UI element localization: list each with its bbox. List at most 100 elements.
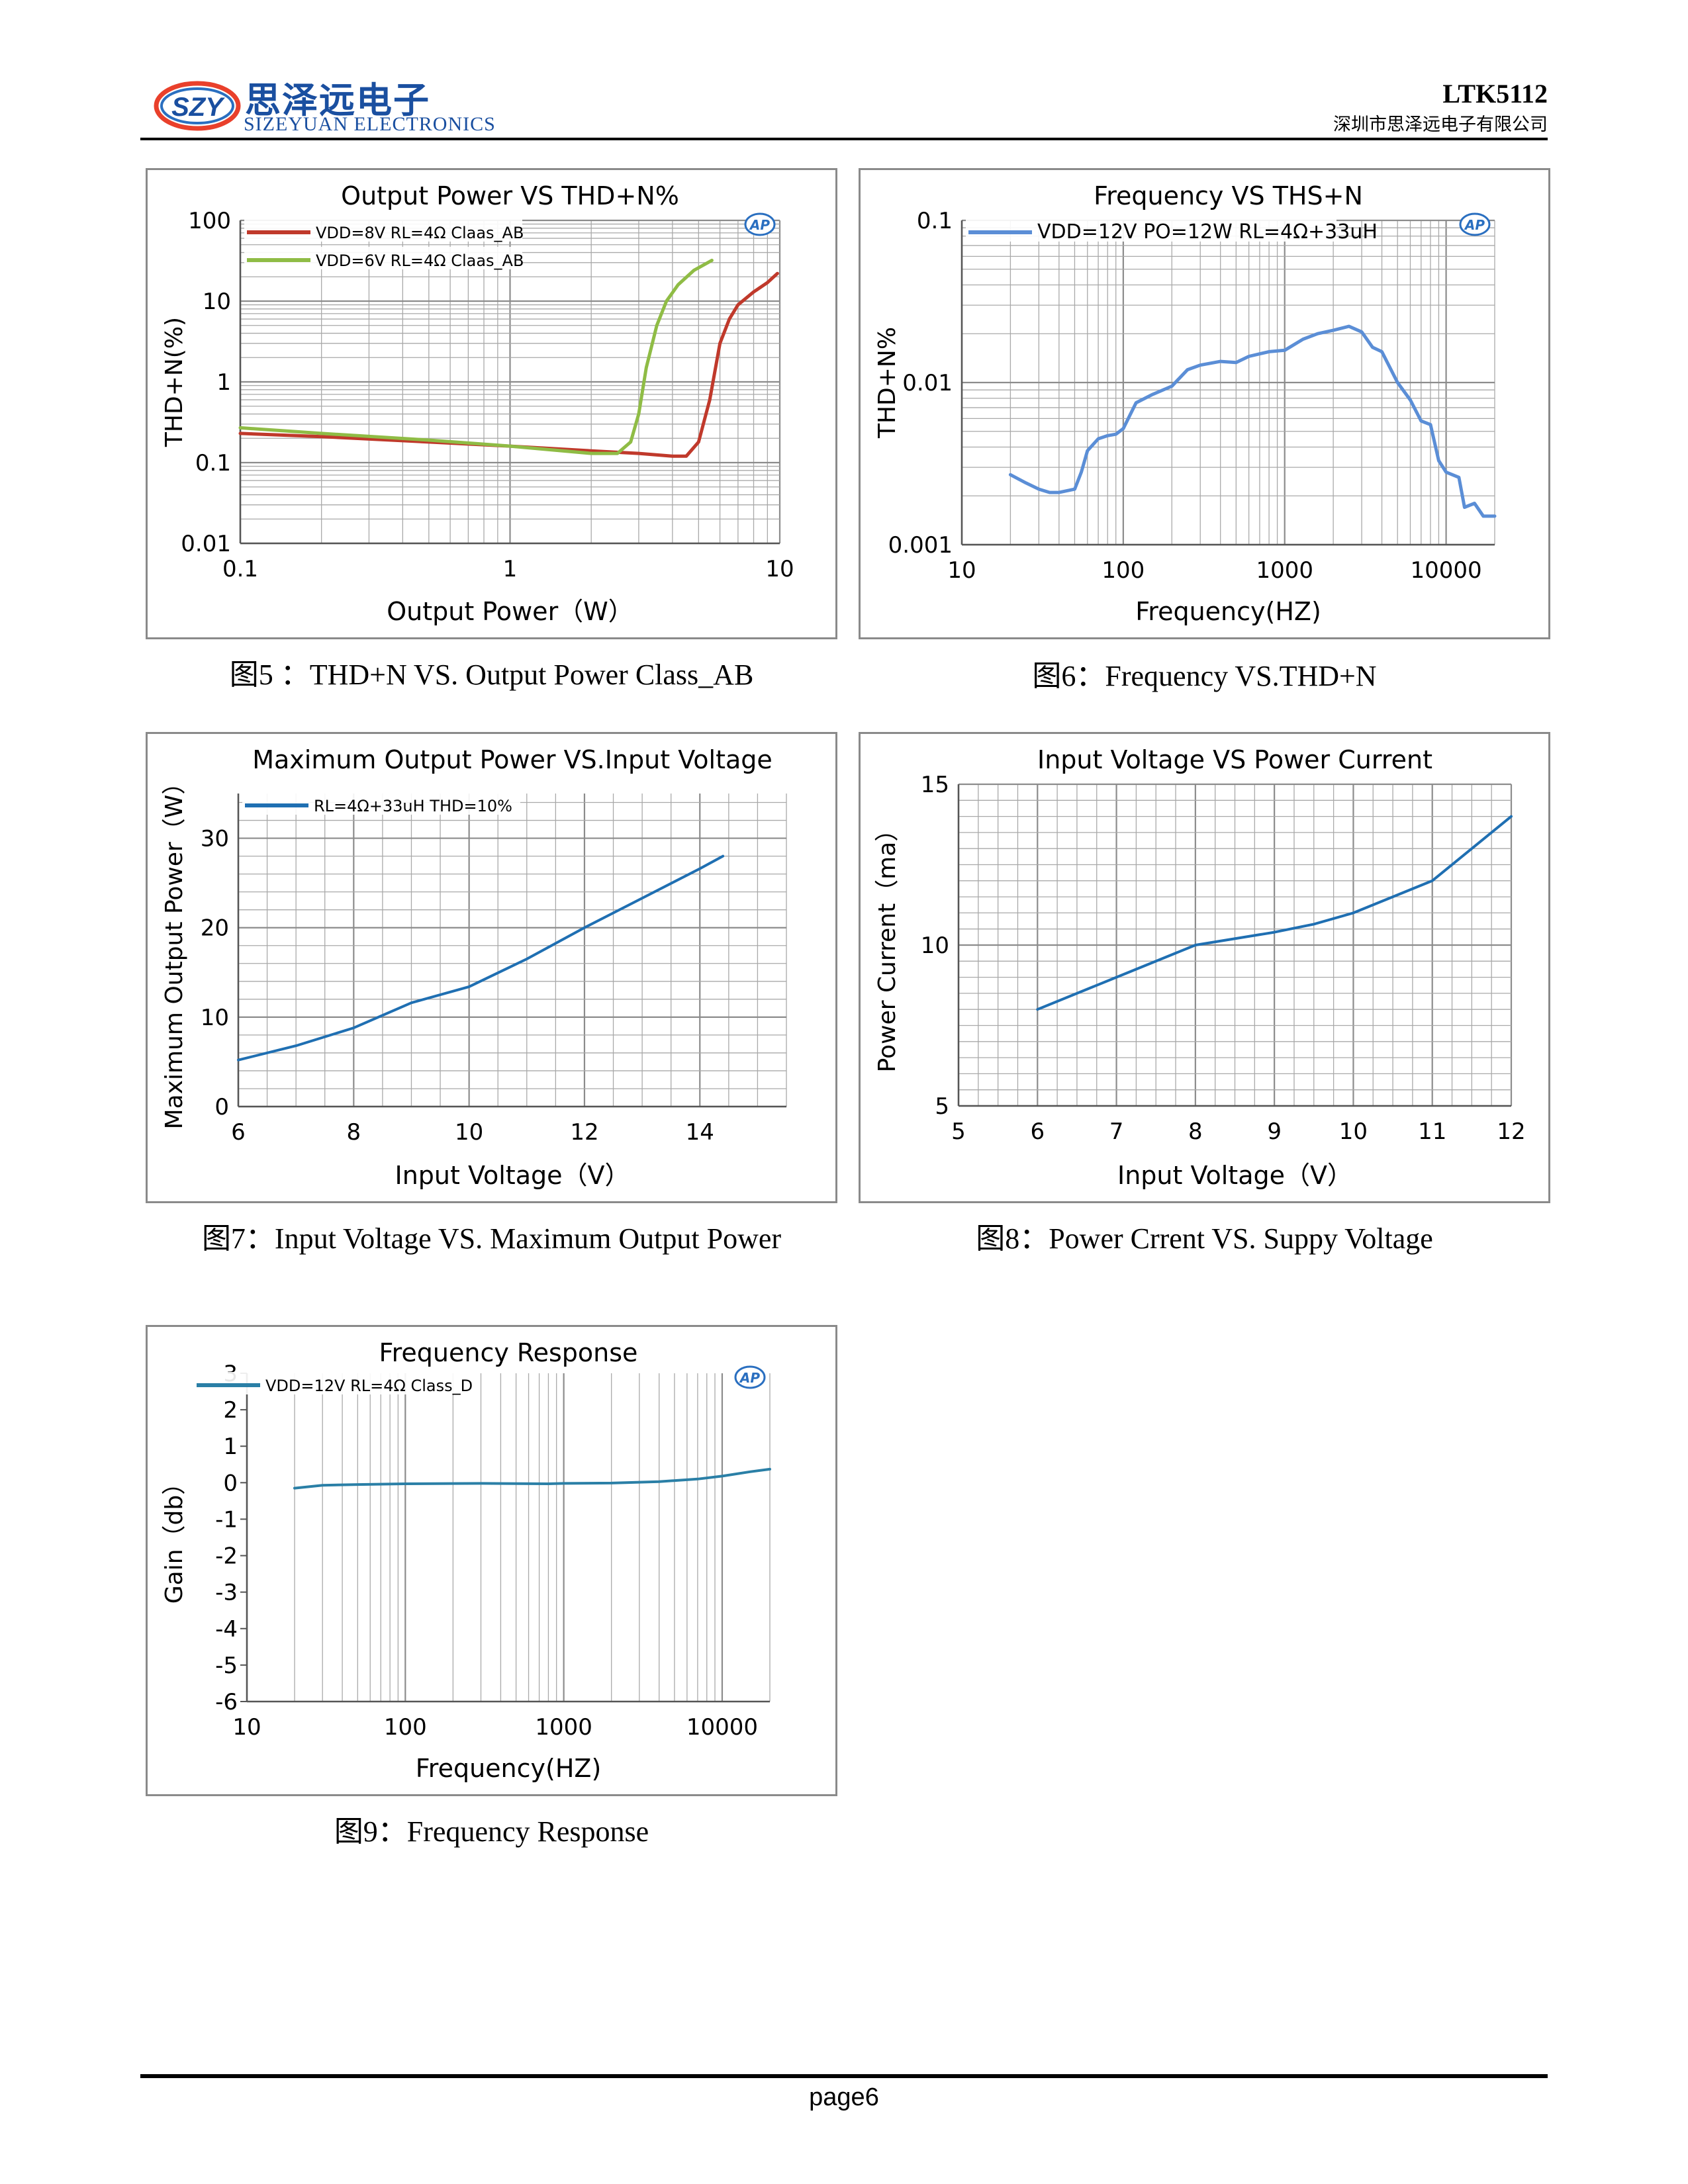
y-tick-label: 10 bbox=[203, 289, 231, 315]
ap-logo-text: AP bbox=[749, 217, 770, 233]
x-tick-label: 7 bbox=[1109, 1118, 1124, 1145]
series-line bbox=[1008, 324, 1497, 518]
caption-fig7: 图7：Input Voltage VS. Maximum Output Powe… bbox=[201, 1222, 782, 1255]
y-axis-label: Power Current（ma） bbox=[874, 818, 901, 1073]
y-tick-label: -5 bbox=[215, 1653, 238, 1679]
footer-divider bbox=[140, 2074, 1548, 2078]
szy-logo-icon: SZY bbox=[154, 81, 241, 131]
y-tick-label: 0 bbox=[214, 1094, 229, 1120]
brand-name-cn: 思泽远电子 bbox=[245, 79, 430, 121]
y-tick-label: 0 bbox=[223, 1470, 238, 1496]
chart-fig6: 10 100 1000 10000 0.001 0.01 0.1 Frequency VS T… bbox=[859, 168, 1550, 639]
x-tick-label: 10 bbox=[232, 1714, 261, 1741]
company-name: 深圳市思泽远电子有限公司 bbox=[1333, 114, 1548, 135]
y-tick-label: 10 bbox=[921, 933, 949, 959]
y-tick-label: 0.01 bbox=[902, 370, 953, 396]
caption-fig9: 图9：Frequency Response bbox=[334, 1815, 649, 1848]
x-tick-label: 12 bbox=[1497, 1118, 1525, 1145]
x-tick-label: 10 bbox=[1339, 1118, 1368, 1145]
fig9-chart-svg: 10100100010000-6-5-4-3-2-10123Frequency … bbox=[161, 1338, 771, 1783]
brand-name-en: SIZEYUAN ELECTRONICS bbox=[244, 113, 496, 135]
y-tick-label: 5 bbox=[935, 1093, 949, 1120]
y-tick-label: 0.01 bbox=[181, 531, 231, 557]
x-tick-label: 9 bbox=[1267, 1118, 1282, 1145]
caption-fig8: 图8：Power Crrent VS. Suppy Voltage bbox=[976, 1222, 1433, 1255]
chart-fig8: 5 6 7 8 9 10 11 12 5 10 15 Input Voltage VS Power C… bbox=[859, 732, 1550, 1203]
chart-fig5: 0.1 1 10 0.01 0.1 1 10 100 Output Power VS THD+N… bbox=[146, 168, 837, 639]
header-divider bbox=[140, 138, 1548, 140]
chart-fig9: 10100100010000-6-5-4-3-2-10123Frequency … bbox=[146, 1325, 837, 1796]
chart-title: Frequency VS THS+N bbox=[1094, 181, 1363, 210]
y-tick-label: 20 bbox=[201, 915, 229, 942]
x-tick-label: 10000 bbox=[1411, 557, 1482, 584]
x-tick-label: 8 bbox=[346, 1119, 361, 1146]
x-tick-label: 11 bbox=[1418, 1118, 1446, 1145]
chart-title: Output Power VS THD+N% bbox=[341, 181, 679, 210]
ap-logo-ring bbox=[1459, 212, 1491, 236]
fig7-chart-svg: 6 8 10 12 14 0 10 20 30 Maximum Output Power VS.I… bbox=[161, 745, 787, 1190]
y-tick-label: -4 bbox=[215, 1616, 238, 1643]
ap-logo-icon: AP bbox=[734, 1365, 766, 1389]
y-tick-label: 2 bbox=[223, 1397, 238, 1424]
x-tick-label: 10000 bbox=[686, 1714, 758, 1741]
x-tick-label: 0.1 bbox=[222, 556, 258, 582]
x-tick-label: 6 bbox=[231, 1119, 246, 1146]
y-tick-label: -2 bbox=[215, 1543, 238, 1570]
x-axis-label: Output Power（W） bbox=[387, 597, 633, 626]
x-tick-label: 1000 bbox=[535, 1714, 592, 1741]
x-tick-label: 1 bbox=[503, 556, 518, 582]
x-tick-label: 10 bbox=[765, 556, 794, 582]
x-tick-label: 6 bbox=[1030, 1118, 1045, 1145]
y-axis-label: Maximum Output Power（W） bbox=[161, 771, 188, 1130]
ap-logo-ring bbox=[734, 1365, 766, 1389]
x-tick-label: 10 bbox=[455, 1119, 483, 1146]
y-tick-label: 10 bbox=[201, 1005, 229, 1031]
y-tick-label: 15 bbox=[921, 772, 949, 798]
x-tick-label: 14 bbox=[686, 1119, 714, 1146]
series-line bbox=[293, 1467, 771, 1490]
series-line bbox=[237, 854, 725, 1062]
series-line bbox=[1036, 815, 1513, 1011]
y-tick-label: -1 bbox=[215, 1506, 238, 1533]
fig8-chart-svg: 5 6 7 8 9 10 11 12 5 10 15 Input Voltage VS Power C… bbox=[874, 745, 1526, 1190]
y-tick-label: 0.001 bbox=[888, 532, 953, 559]
fig6-chart-svg: 10 100 1000 10000 0.001 0.01 0.1 Frequency VS T… bbox=[874, 181, 1497, 626]
x-axis-label: Input Voltage（V） bbox=[395, 1161, 630, 1190]
legend-label: VDD=12V PO=12W RL=4Ω+33uH bbox=[1037, 220, 1378, 244]
x-tick-label: 10 bbox=[947, 557, 976, 584]
chart-fig7: 6 8 10 12 14 0 10 20 30 Maximum Output Power VS.I… bbox=[146, 732, 837, 1203]
x-axis-label: Frequency(HZ) bbox=[1135, 597, 1321, 626]
plot-area bbox=[247, 1373, 770, 1702]
page-number: page6 bbox=[809, 2083, 879, 2111]
y-tick-label: 0.1 bbox=[195, 450, 231, 477]
ap-logo-icon: AP bbox=[1459, 212, 1491, 236]
chart-title: Maximum Output Power VS.Input Voltage bbox=[252, 745, 773, 774]
y-tick-label: -3 bbox=[215, 1580, 238, 1606]
y-tick-label: 1 bbox=[216, 369, 231, 396]
x-tick-label: 8 bbox=[1188, 1118, 1203, 1145]
x-tick-label: 100 bbox=[384, 1714, 427, 1741]
y-tick-label: 100 bbox=[188, 208, 231, 234]
ap-logo-ring bbox=[744, 212, 776, 236]
ap-logo-text: AP bbox=[1464, 217, 1485, 233]
legend-label: VDD=6V RL=4Ω Claas_AB bbox=[316, 251, 524, 270]
legend-label: VDD=8V RL=4Ω Claas_AB bbox=[316, 224, 524, 242]
ap-logo-text: AP bbox=[739, 1370, 760, 1386]
x-tick-label: 100 bbox=[1102, 557, 1145, 584]
logo-text: SZY bbox=[171, 93, 225, 122]
x-tick-label: 1000 bbox=[1256, 557, 1313, 584]
caption-fig5: 图5 ：THD+N VS. Output Power Class_AB bbox=[229, 659, 754, 691]
y-tick-label: 1 bbox=[223, 1433, 238, 1460]
chart-title: Input Voltage VS Power Current bbox=[1037, 745, 1432, 774]
document-id: LTK5112 bbox=[1442, 79, 1548, 109]
ap-logo-icon: AP bbox=[744, 212, 776, 236]
legend-label: VDD=12V RL=4Ω Class_D bbox=[265, 1377, 473, 1395]
y-axis-label: Gain（db） bbox=[161, 1471, 188, 1604]
x-tick-label: 12 bbox=[570, 1119, 598, 1146]
legend-label: RL=4Ω+33uH THD=10% bbox=[314, 797, 512, 815]
y-axis-label: THD+N(%) bbox=[161, 317, 188, 447]
y-tick-label: 0.1 bbox=[917, 208, 953, 234]
y-tick-label: -6 bbox=[215, 1689, 238, 1715]
x-axis-label: Frequency(HZ) bbox=[416, 1754, 602, 1783]
